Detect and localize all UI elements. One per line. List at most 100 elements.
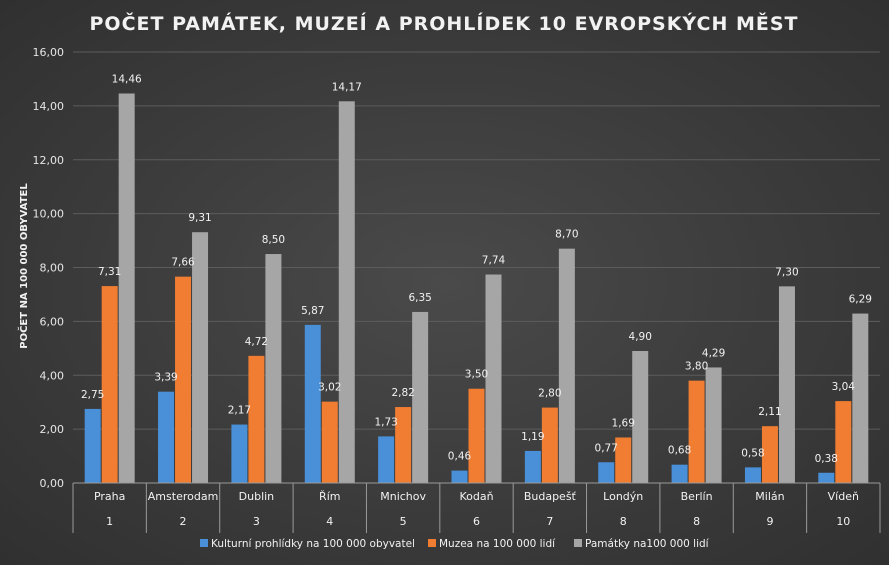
bar — [378, 436, 395, 483]
bar — [175, 276, 192, 483]
bar — [451, 470, 468, 483]
bar — [395, 407, 412, 483]
bar — [778, 286, 795, 483]
data-label: 7,66 — [171, 257, 195, 269]
data-label: 1,69 — [612, 417, 635, 429]
rank-label: 10 — [836, 515, 850, 528]
rank-label: 8 — [620, 515, 627, 528]
bar — [265, 254, 282, 483]
bar — [688, 380, 705, 483]
data-label: 3,02 — [318, 382, 341, 394]
data-label: 2,11 — [758, 406, 781, 418]
bar — [705, 367, 722, 483]
data-label: 3,50 — [465, 369, 488, 381]
y-tick-label: 6,00 — [40, 315, 65, 328]
category-label: Dublin — [239, 490, 275, 503]
data-label: 0,77 — [595, 442, 618, 454]
bar — [558, 248, 575, 483]
y-axis-label: POČET NA 100 000 OBYVATEL — [17, 183, 30, 349]
bar — [761, 426, 778, 483]
y-tick-label: 16,00 — [33, 46, 65, 59]
bar — [541, 407, 558, 483]
legend-swatch — [574, 539, 582, 547]
data-label: 2,17 — [228, 405, 251, 417]
rank-label: 3 — [253, 515, 260, 528]
bar — [304, 324, 321, 483]
bar — [118, 93, 135, 483]
data-label: 14,46 — [112, 73, 142, 85]
bar — [468, 388, 485, 483]
data-label: 9,31 — [188, 212, 211, 224]
data-label: 2,75 — [81, 389, 104, 401]
legend-label: Památky na100 000 lidí — [585, 538, 710, 550]
category-label: Mnichov — [380, 490, 426, 503]
bar — [101, 286, 118, 483]
rank-label: 6 — [473, 515, 480, 528]
category-label: Řím — [319, 490, 340, 503]
rank-label: 2 — [180, 515, 187, 528]
bar — [248, 355, 265, 483]
legend-label: Kulturní prohlídky na 100 000 obyvatel — [211, 538, 415, 550]
y-tick-label: 4,00 — [40, 369, 65, 382]
bar — [835, 401, 852, 483]
legend-swatch — [428, 539, 436, 547]
rank-label: 8 — [693, 515, 700, 528]
data-label: 7,31 — [98, 266, 121, 278]
y-tick-label: 12,00 — [33, 154, 65, 167]
y-tick-label: 0,00 — [40, 477, 65, 490]
rank-label: 5 — [400, 515, 407, 528]
bar — [412, 311, 429, 483]
bars — [84, 93, 869, 483]
data-label: 0,68 — [668, 445, 691, 457]
rank-label: 9 — [766, 515, 773, 528]
bar — [192, 232, 209, 483]
rank-label: 1 — [106, 515, 113, 528]
category-label: Vídeň — [828, 490, 859, 503]
bar — [598, 462, 615, 483]
bar — [632, 351, 649, 483]
data-label: 2,80 — [538, 388, 561, 400]
data-label: 4,90 — [629, 331, 652, 343]
data-label: 1,19 — [521, 431, 544, 443]
category-label: Amsterodam — [148, 490, 219, 503]
category-table: Praha 1 Amsterodam 2 Dublin 3 Řím 4 Mnichov 5 Koda… — [72, 482, 881, 533]
data-label: 2,82 — [391, 387, 414, 399]
bar — [485, 274, 502, 483]
data-label: 7,74 — [482, 255, 506, 267]
bar — [744, 467, 761, 483]
data-label: 0,58 — [741, 447, 764, 459]
category-label: Milán — [755, 490, 784, 503]
rank-label: 4 — [326, 515, 333, 528]
category-label: Praha — [94, 490, 125, 503]
data-label: 4,29 — [702, 347, 725, 359]
data-labels: 2,75 3,39 2,17 5,87 1,73 0,46 1,19 0,77 0,68 0,58… — [81, 73, 872, 464]
data-label: 5,87 — [301, 305, 324, 317]
legend-label: Muzea na 100 000 lidí — [439, 538, 556, 550]
bar — [231, 424, 248, 483]
y-axis-ticks: 0,00 2,00 4,00 6,00 8,00 10,00 12,00 14,00 16,00 — [33, 46, 65, 490]
chart-title: POČET PAMÁTEK, MUZEÍ A PROHLÍDEK 10 EVRO… — [90, 11, 799, 35]
data-label: 6,29 — [849, 294, 872, 306]
category-label: Kodaň — [459, 490, 493, 503]
y-tick-label: 10,00 — [33, 208, 65, 221]
data-label: 1,73 — [374, 416, 397, 428]
category-label: Londýn — [603, 490, 643, 503]
data-label: 3,39 — [154, 372, 177, 384]
bar — [158, 391, 175, 483]
data-label: 0,46 — [448, 451, 472, 463]
data-label: 3,04 — [832, 381, 856, 393]
data-label: 6,35 — [408, 292, 431, 304]
rank-label: 7 — [546, 515, 553, 528]
data-label: 3,80 — [685, 361, 708, 373]
bar — [524, 450, 541, 483]
data-label: 4,72 — [245, 336, 268, 348]
legend-swatch — [200, 539, 208, 547]
bar — [671, 464, 688, 483]
y-tick-label: 14,00 — [33, 100, 65, 113]
bar — [818, 472, 835, 483]
bar — [852, 313, 869, 483]
data-label: 8,50 — [262, 234, 285, 246]
category-label: Berlín — [681, 490, 713, 503]
